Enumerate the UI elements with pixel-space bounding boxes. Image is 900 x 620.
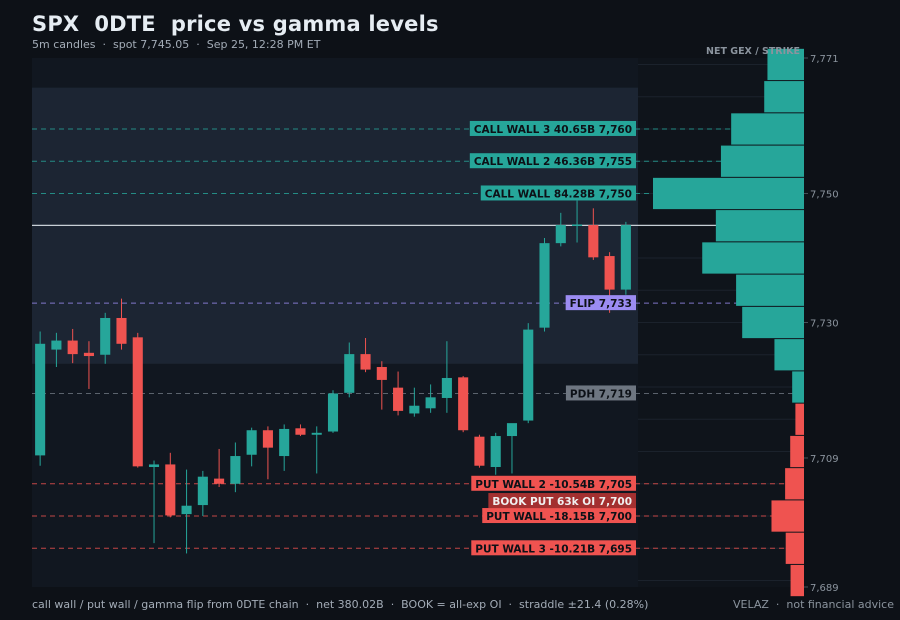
- gex-bar: [790, 435, 804, 468]
- y-tick-label: 7,771: [810, 54, 839, 65]
- candle-body: [458, 377, 469, 431]
- y-tick-label: 7,709: [810, 454, 839, 465]
- level-label-text: BOOK PUT 63k OI 7,700: [492, 496, 632, 508]
- candle-body: [620, 225, 631, 290]
- level-label-book: BOOK PUT 63k OI 7,700: [488, 493, 636, 509]
- candle-body: [262, 430, 273, 448]
- level-label-bg: [480, 185, 636, 201]
- level-label-text: PDH 7,719: [570, 388, 632, 400]
- candle-body: [35, 343, 46, 456]
- candle-body: [279, 428, 290, 457]
- gex-bar: [720, 145, 804, 177]
- gex-bar: [702, 242, 804, 274]
- level-label-bg: [469, 153, 636, 169]
- level-label-text: CALL WALL 2 46.36B 7,755: [474, 156, 632, 168]
- chart-title: SPX 0DTE price vs gamma levels: [32, 12, 439, 36]
- footer-disclaimer: VELAZ · not financial advice: [732, 598, 894, 611]
- gex-bar: [795, 403, 804, 435]
- candle-body: [148, 464, 160, 468]
- candle-body: [409, 405, 420, 414]
- y-tick-label: 7,730: [810, 319, 839, 330]
- gex-bar: [790, 564, 804, 597]
- candle-body: [181, 505, 192, 515]
- level-label-text: PUT WALL 2 -10.54B 7,705: [475, 479, 632, 491]
- level-label-call: CALL WALL 3 40.65B 7,760: [469, 120, 636, 136]
- candle-body: [327, 393, 339, 432]
- level-label-bg: [469, 120, 636, 136]
- candle-body: [393, 387, 404, 411]
- chart-subtitle: 5m candles · spot 7,745.05 · Sep 25, 12:…: [32, 38, 321, 51]
- candle-body: [311, 432, 322, 435]
- level-label-bg: [488, 493, 636, 509]
- gex-bar: [742, 306, 804, 339]
- level-label-text: PUT WALL 3 -10.21B 7,695: [475, 543, 632, 555]
- gex-bar: [736, 274, 804, 306]
- gex-bar: [764, 81, 804, 113]
- level-label-put: PUT WALL 3 -10.21B 7,695: [471, 540, 636, 556]
- y-tick-label: 7,750: [810, 189, 839, 200]
- level-label-pdh: PDH 7,719: [565, 385, 636, 401]
- candle-body: [116, 317, 127, 344]
- candle-body: [441, 377, 452, 398]
- level-label-bg: [482, 508, 636, 524]
- level-label-text: PUT WALL -18.15B 7,700: [486, 511, 632, 523]
- level-label-bg: [471, 475, 636, 491]
- candle-body: [506, 423, 518, 437]
- candle-body: [51, 340, 62, 350]
- level-label-flip: FLIP 7,733: [565, 295, 636, 311]
- gex-bar: [792, 371, 804, 403]
- footer-note: call wall / put wall / gamma flip from 0…: [32, 598, 649, 611]
- y-tick-label: 7,689: [810, 583, 839, 594]
- level-label-bg: [471, 540, 636, 556]
- level-label-bg: [565, 295, 636, 311]
- gex-title: NET GEX / STRIKE: [706, 46, 800, 57]
- gex-bar: [767, 48, 804, 81]
- gex-bar: [785, 532, 804, 564]
- gex-bar: [731, 113, 804, 145]
- gex-bar: [653, 177, 804, 210]
- candle-body: [100, 317, 111, 355]
- gex-bar: [715, 210, 804, 242]
- level-label-text: CALL WALL 84.28B 7,750: [485, 188, 632, 200]
- candle-body: [572, 224, 583, 226]
- candle-body: [588, 225, 599, 258]
- candle-body: [295, 428, 306, 435]
- candle-body: [523, 329, 534, 421]
- level-label-text: FLIP 7,733: [570, 298, 632, 310]
- candle-body: [165, 464, 176, 516]
- level-label-call: CALL WALL 84.28B 7,750: [480, 185, 636, 201]
- level-label-text: CALL WALL 3 40.65B 7,760: [474, 124, 632, 136]
- level-label-call: CALL WALL 2 46.36B 7,755: [469, 153, 636, 169]
- candle-body: [83, 352, 94, 357]
- candle-body: [67, 340, 78, 355]
- candle-body: [425, 397, 436, 409]
- gex-bar: [774, 339, 804, 371]
- candle-body: [539, 243, 550, 328]
- candle-body: [474, 436, 485, 466]
- candle-body: [360, 354, 371, 370]
- candle-body: [604, 256, 615, 290]
- candle-body: [214, 478, 225, 484]
- candle-body: [490, 436, 501, 468]
- candle-body: [197, 476, 208, 506]
- level-label-put: PUT WALL -18.15B 7,700: [482, 508, 636, 524]
- candle-body: [132, 337, 143, 467]
- gex-bar: [785, 468, 804, 500]
- candle-body: [230, 456, 241, 484]
- gex-bar: [771, 500, 804, 532]
- candle-body: [555, 225, 566, 244]
- candle-body: [246, 430, 257, 455]
- candle-body: [376, 367, 387, 380]
- level-label-put: PUT WALL 2 -10.54B 7,705: [471, 475, 636, 491]
- candle-body: [344, 354, 355, 393]
- level-label-bg: [565, 385, 636, 401]
